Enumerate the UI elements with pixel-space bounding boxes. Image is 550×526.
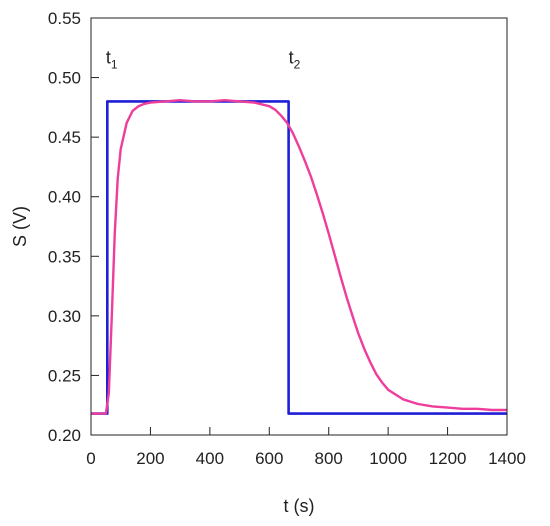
annotation-t2: t2 [289,47,301,71]
x-tick-label: 0 [86,449,95,468]
x-tick-label: 200 [136,449,164,468]
y-tick-label: 0.25 [48,366,81,385]
y-tick-label: 0.30 [48,307,81,326]
x-tick-label: 1200 [429,449,467,468]
tick-layer: 0 200 400 600 800 1000 1200 1400 0.20 0.25 0.30 0.3… [48,9,526,468]
x-tick-label: 1400 [488,449,526,468]
y-tick-label: 0.35 [48,247,81,266]
y-tick-label: 0.45 [48,128,81,147]
annotation-t1: t1 [106,47,118,71]
annotation-layer: t1 t2 [106,47,301,71]
y-tick-label: 0.20 [48,426,81,445]
x-tick-label: 1000 [369,449,407,468]
plot-frame [90,17,508,436]
y-axis-label: S (V) [10,206,30,247]
x-tick-label: 600 [255,449,283,468]
x-axis-label: t (s) [284,496,315,516]
series-layer [91,98,507,415]
x-tick-label: 800 [315,449,343,468]
y-tick-label: 0.40 [48,188,81,207]
y-tick-label: 0.55 [48,9,81,28]
series-line-2 [91,98,507,415]
y-tick-label: 0.50 [48,69,81,88]
x-tick-label: 400 [196,449,224,468]
